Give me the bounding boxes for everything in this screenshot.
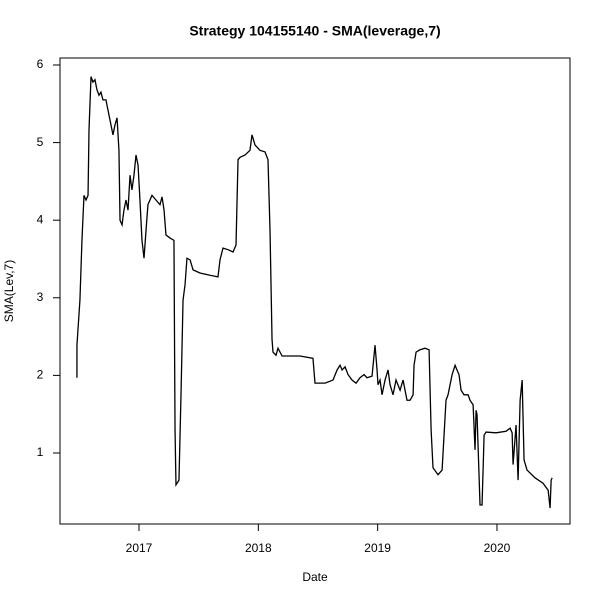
x-tick-label: 2018 [245, 541, 272, 555]
y-tick-label: 6 [37, 57, 44, 71]
x-tick-label: 2020 [484, 541, 511, 555]
x-axis-label: Date [302, 570, 328, 584]
x-tick-label: 2017 [126, 541, 153, 555]
y-tick-label: 3 [37, 290, 44, 304]
y-tick-label: 4 [37, 212, 44, 226]
y-axis-label: SMA(Lev,7) [2, 260, 16, 322]
y-tick-label: 5 [37, 135, 44, 149]
y-tick-label: 1 [37, 445, 44, 459]
data-line [76, 76, 553, 509]
plot-box [59, 57, 571, 525]
x-tick-label: 2019 [364, 541, 391, 555]
chart-title: Strategy 104155140 - SMA(leverage,7) [189, 23, 440, 39]
y-tick-label: 2 [37, 368, 44, 382]
